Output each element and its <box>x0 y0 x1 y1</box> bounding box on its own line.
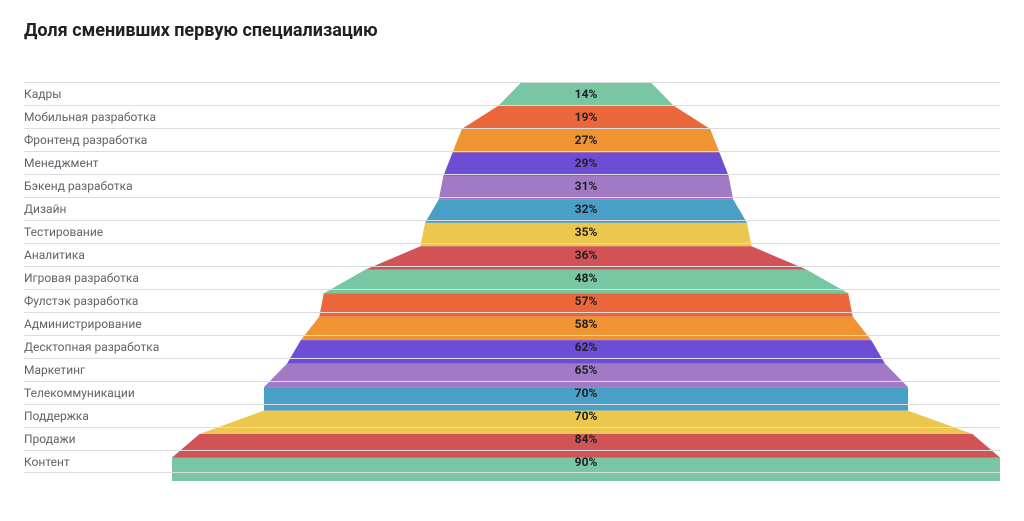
funnel-row-label: Дизайн <box>24 202 66 216</box>
funnel-row-label: Десктопная разработка <box>24 340 159 354</box>
chart-title: Доля сменивших первую специализацию <box>24 20 378 41</box>
funnel-row: Мобильная разработка 19% <box>24 105 1000 128</box>
funnel-row-label: Администрирование <box>24 317 142 331</box>
funnel-row-value: 19% <box>575 110 598 124</box>
funnel-row: Телекоммуникации 70% <box>24 381 1000 404</box>
funnel-row-value: 35% <box>575 225 598 239</box>
funnel-row: Аналитика 36% <box>24 243 1000 266</box>
funnel-row-value: 29% <box>575 156 598 170</box>
funnel-row-label: Поддержка <box>24 409 89 423</box>
funnel-row: Маркетинг 65% <box>24 358 1000 381</box>
funnel-row-value: 57% <box>575 294 598 308</box>
funnel-row-value: 84% <box>575 432 598 446</box>
funnel-row-value: 27% <box>575 133 598 147</box>
funnel-chart: Кадры 14% Мобильная разработка 19% Фронтенд … <box>24 82 1000 481</box>
funnel-row: Администрирование 58% <box>24 312 1000 335</box>
funnel-row-value: 48% <box>575 271 598 285</box>
funnel-labels: Кадры 14% Мобильная разработка 19% Фронтенд … <box>24 82 1000 481</box>
funnel-row-label: Менеджмент <box>24 156 99 170</box>
funnel-row: Менеджмент 29% <box>24 151 1000 174</box>
funnel-row: Фронтенд разработка 27% <box>24 128 1000 151</box>
funnel-row-label: Продажи <box>24 432 76 446</box>
funnel-row-label: Игровая разработка <box>24 271 139 285</box>
funnel-row-label: Телекоммуникации <box>24 386 135 400</box>
funnel-row-value: 31% <box>575 179 598 193</box>
funnel-row-value: 58% <box>575 317 598 331</box>
funnel-row: Бэкенд разработка 31% <box>24 174 1000 197</box>
funnel-row-label: Контент <box>24 455 70 469</box>
funnel-row-label: Кадры <box>24 87 62 101</box>
funnel-row: Игровая разработка 48% <box>24 266 1000 289</box>
funnel-row-label: Фулстэк разработка <box>24 294 138 308</box>
funnel-row-label: Мобильная разработка <box>24 110 156 124</box>
funnel-row-value: 36% <box>575 248 598 262</box>
funnel-row: Дизайн 32% <box>24 197 1000 220</box>
funnel-row: Тестирование 35% <box>24 220 1000 243</box>
funnel-row-label: Аналитика <box>24 248 85 262</box>
funnel-row-value: 32% <box>575 202 598 216</box>
funnel-row-value: 70% <box>575 386 598 400</box>
funnel-row-value: 90% <box>575 455 598 469</box>
funnel-row: Кадры 14% <box>24 82 1000 105</box>
funnel-row-value: 65% <box>575 363 598 377</box>
funnel-row-label: Фронтенд разработка <box>24 133 147 147</box>
funnel-row-label: Маркетинг <box>24 363 85 377</box>
funnel-row: Продажи 84% <box>24 427 1000 450</box>
funnel-row-label: Тестирование <box>24 225 103 239</box>
funnel-row-label: Бэкенд разработка <box>24 179 133 193</box>
funnel-row-value: 70% <box>575 409 598 423</box>
funnel-row-value: 14% <box>575 87 598 101</box>
funnel-row: Фулстэк разработка 57% <box>24 289 1000 312</box>
funnel-row: Десктопная разработка 62% <box>24 335 1000 358</box>
funnel-row: Контент 90% <box>24 450 1000 473</box>
funnel-row-value: 62% <box>575 340 598 354</box>
funnel-row: Поддержка 70% <box>24 404 1000 427</box>
